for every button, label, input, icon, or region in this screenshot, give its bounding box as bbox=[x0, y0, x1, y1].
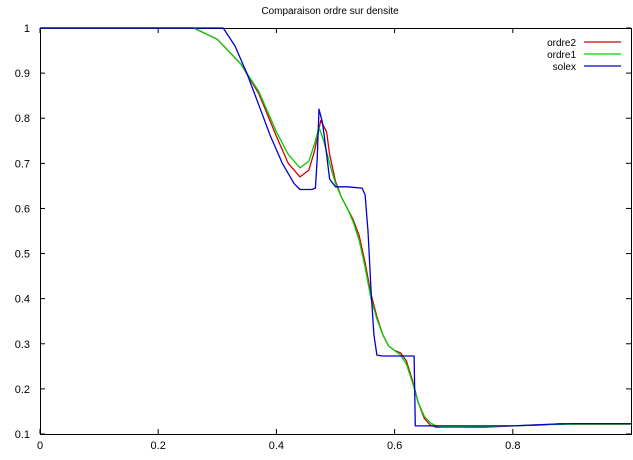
legend-label-solex: solex bbox=[553, 62, 576, 73]
x-tick-label: 0.4 bbox=[269, 440, 284, 452]
chart-title: Comparaison ordre sur densite bbox=[261, 6, 399, 17]
y-tick-label: 0.2 bbox=[15, 384, 30, 396]
series-line-ordre1 bbox=[40, 27, 631, 428]
x-tick-label: 0.8 bbox=[505, 440, 520, 452]
series-lines bbox=[40, 27, 631, 428]
plot-frame bbox=[40, 28, 632, 435]
legend-label-ordre2: ordre2 bbox=[547, 38, 576, 49]
series-line-solex bbox=[40, 27, 631, 427]
legend-label-ordre1: ordre1 bbox=[547, 50, 576, 61]
y-tick-label: 0.9 bbox=[15, 68, 30, 80]
y-tick-label: 0.1 bbox=[15, 429, 30, 441]
x-tick-label: 0.6 bbox=[387, 440, 402, 452]
y-tick-label: 0.7 bbox=[15, 158, 30, 170]
series-line-ordre2 bbox=[40, 27, 631, 428]
y-tick-label: 0.3 bbox=[15, 339, 30, 351]
y-tick-label: 0.6 bbox=[15, 203, 30, 215]
x-tick-label: 0 bbox=[37, 440, 43, 452]
x-tick-label: 0.2 bbox=[151, 440, 166, 452]
axis-ticks: 0 0.2 0.4 0.6 0.8 0.1 0.2 0.3 0.4 0.5 0.6 0.7 0.8 0.9… bbox=[15, 23, 631, 452]
y-tick-label: 0.8 bbox=[15, 113, 30, 125]
y-tick-label: 0.5 bbox=[15, 249, 30, 261]
y-tick-label: 1 bbox=[24, 23, 30, 35]
y-tick-label: 0.4 bbox=[15, 294, 30, 306]
